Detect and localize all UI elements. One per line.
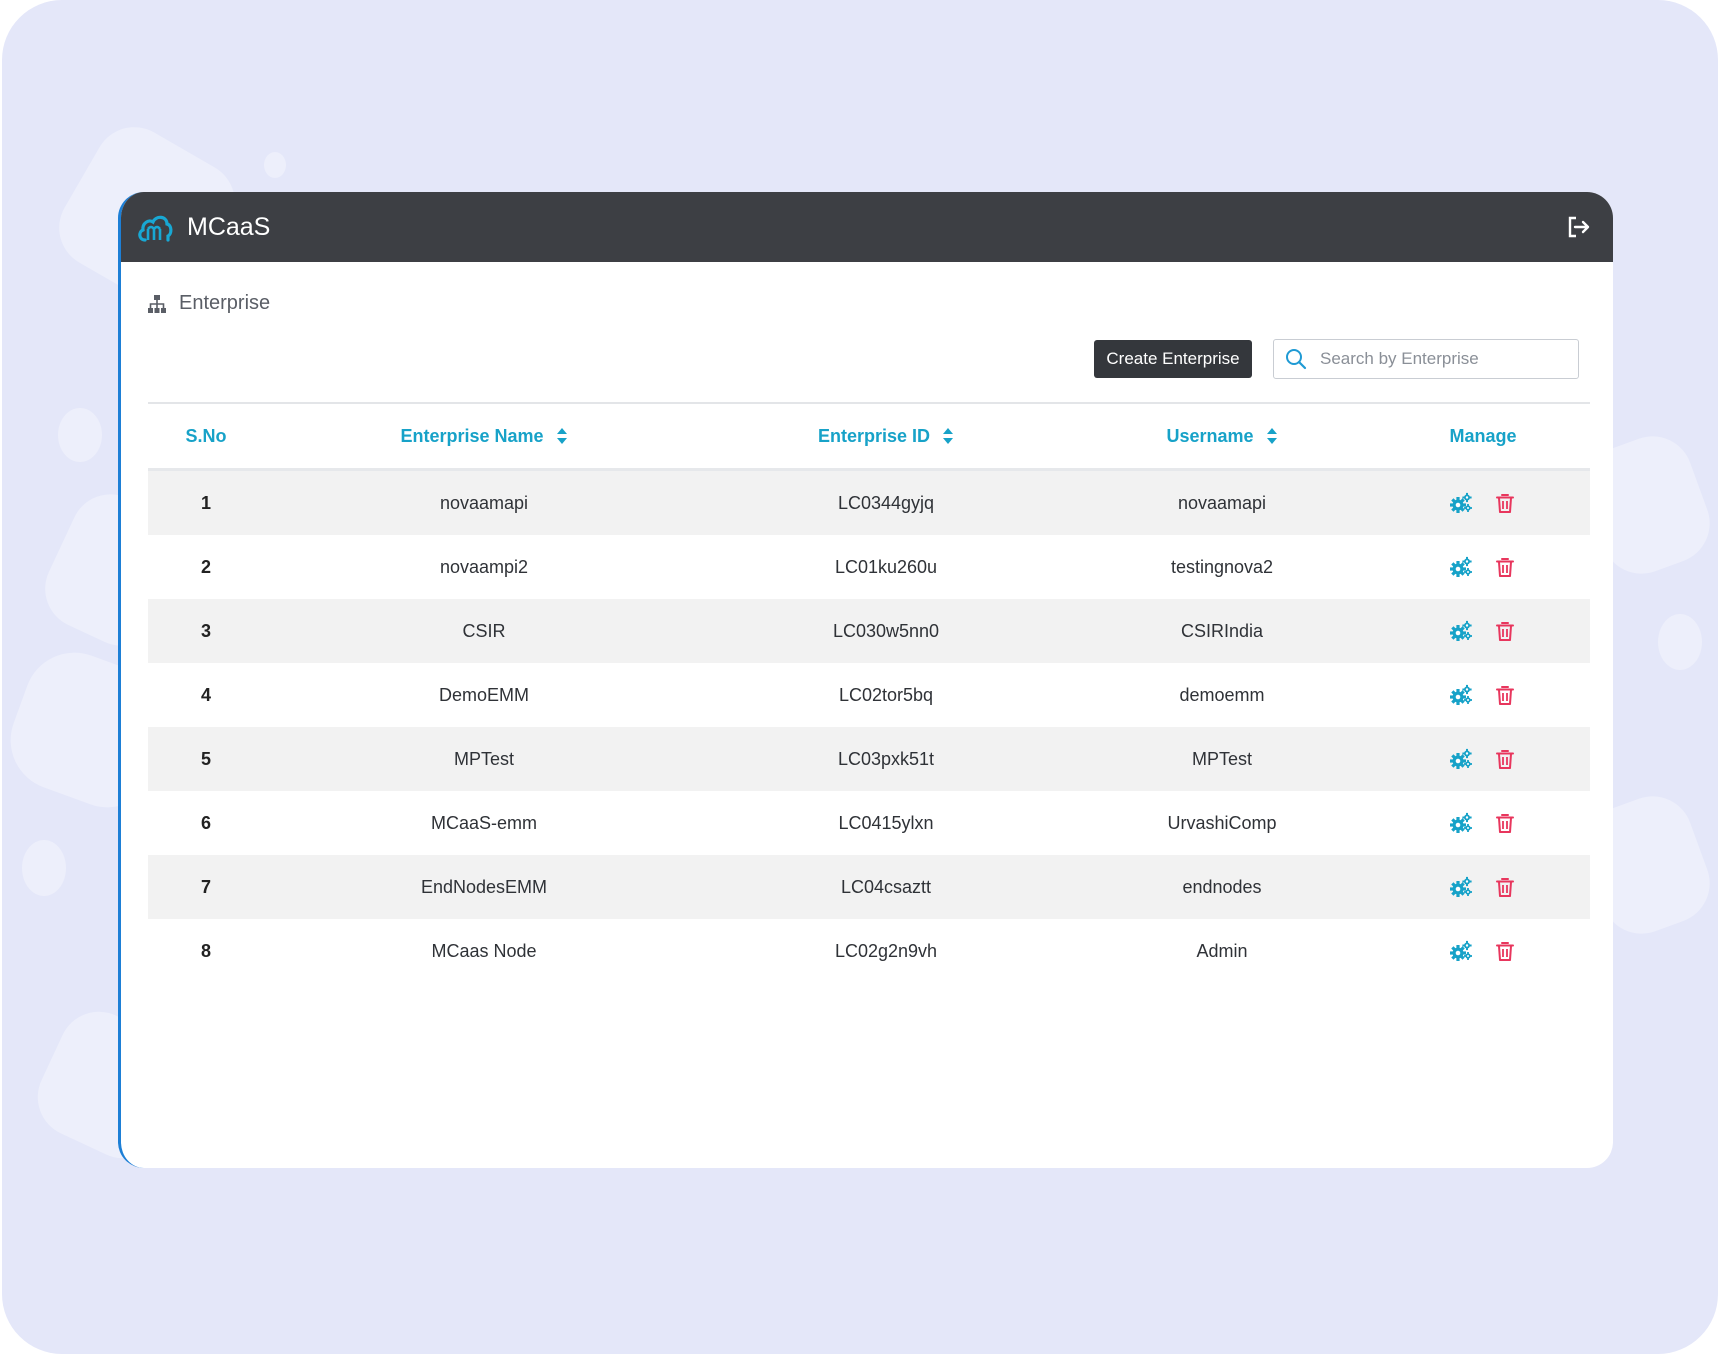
cell-manage [1376,876,1590,898]
column-header-username[interactable]: Username [1068,426,1376,447]
trash-icon[interactable] [1494,556,1516,578]
enterprise-panel: MCaaS Enterprise Create E [118,192,1613,1168]
cell-enterprise-id: LC01ku260u [834,556,938,577]
background-blob [58,408,102,462]
column-header-enterprise-id[interactable]: Enterprise ID [704,426,1068,447]
header-label: Enterprise ID [817,425,931,446]
table-row: 6 MCaaS-emm LC0415ylxn UrvashiComp [148,791,1590,855]
header-label: Manage [1449,425,1517,446]
table-row: 3 CSIR LC030w5nn0 CSIRIndia [148,599,1590,663]
sort-icon[interactable] [942,427,954,445]
trash-icon[interactable] [1494,748,1516,770]
table-row: 1 novaamapi LC0344gyjq novaamapi [148,471,1590,535]
table-row: 7 EndNodesEMM LC04csaztt endnodes [148,855,1590,919]
gears-icon[interactable] [1450,812,1472,834]
table-row: 4 DemoEMM LC02tor5bq demoemm [148,663,1590,727]
cell-enterprise-id: LC04csaztt [840,876,932,897]
cell-enterprise-id: LC03pxk51t [837,748,935,769]
cell-username: testingnova2 [1170,556,1274,577]
cell-enterprise-name: novaamapi [439,492,529,513]
cell-username: Admin [1196,940,1248,961]
cell-enterprise-name: MCaaS-emm [430,812,537,833]
column-header-sno: S.No [148,426,264,447]
column-header-enterprise-name[interactable]: Enterprise Name [264,426,704,447]
sitemap-icon [147,294,167,314]
background-blob [1658,614,1702,670]
gears-icon[interactable] [1450,876,1472,898]
cell-sno: 5 [200,748,211,769]
cell-enterprise-name: MPTest [453,748,514,769]
background-blob [264,152,286,178]
cell-enterprise-id: LC0344gyjq [837,492,935,513]
app-header: MCaaS [121,192,1613,262]
cell-sno: 3 [200,620,211,641]
cell-manage [1376,620,1590,642]
trash-icon[interactable] [1494,876,1516,898]
cell-manage [1376,812,1590,834]
cell-sno: 8 [200,940,211,961]
cell-enterprise-name: EndNodesEMM [420,876,548,897]
gears-icon[interactable] [1450,620,1472,642]
cell-enterprise-id: LC02tor5bq [838,684,934,705]
gears-icon[interactable] [1450,748,1472,770]
trash-icon[interactable] [1494,940,1516,962]
cell-username: MPTest [1191,748,1252,769]
search-icon [1284,347,1308,371]
cell-enterprise-name: DemoEMM [438,684,529,705]
cloud-logo-icon [137,212,173,242]
search-box[interactable] [1273,339,1579,379]
logout-icon[interactable] [1565,213,1593,241]
cell-manage [1376,556,1590,578]
gears-icon[interactable] [1450,940,1472,962]
cell-username: endnodes [1182,876,1262,897]
header-label: S.No [185,425,227,446]
cell-sno: 7 [200,876,211,897]
cell-sno: 1 [200,492,211,513]
cell-sno: 6 [200,812,211,833]
breadcrumb: Enterprise [147,292,270,315]
cell-manage [1376,940,1590,962]
gears-icon[interactable] [1450,556,1472,578]
trash-icon[interactable] [1494,684,1516,706]
sort-icon[interactable] [556,427,568,445]
table-row: 2 novaampi2 LC01ku260u testingnova2 [148,535,1590,599]
cell-sno: 4 [200,684,211,705]
create-enterprise-button[interactable]: Create Enterprise [1094,340,1252,378]
cell-enterprise-id: LC02g2n9vh [834,940,938,961]
cell-enterprise-name: MCaas Node [431,940,537,961]
cell-manage [1376,492,1590,514]
sort-icon[interactable] [1266,427,1278,445]
app-title: MCaaS [187,212,271,241]
cell-enterprise-name: CSIR [462,620,506,641]
cell-username: UrvashiComp [1167,812,1277,833]
background-blob [22,840,66,896]
table-row: 5 MPTest LC03pxk51t MPTest [148,727,1590,791]
enterprise-table: S.No Enterprise Name Enterprise ID Usern… [148,402,1590,983]
gears-icon[interactable] [1450,684,1472,706]
breadcrumb-label: Enterprise [179,292,271,314]
cell-manage [1376,684,1590,706]
cell-username: demoemm [1179,684,1265,705]
search-input[interactable] [1318,348,1562,370]
trash-icon[interactable] [1494,620,1516,642]
trash-icon[interactable] [1494,812,1516,834]
header-label: Username [1166,425,1254,446]
cell-sno: 2 [200,556,211,577]
cell-username: CSIRIndia [1180,620,1264,641]
table-body: 1 novaamapi LC0344gyjq novaamapi [148,471,1590,983]
table-header: S.No Enterprise Name Enterprise ID Usern… [148,404,1590,471]
cell-enterprise-id: LC030w5nn0 [832,620,940,641]
cell-username: novaamapi [1177,492,1267,513]
trash-icon[interactable] [1494,492,1516,514]
column-header-manage: Manage [1376,426,1590,447]
cell-manage [1376,748,1590,770]
cell-enterprise-id: LC0415ylxn [838,812,934,833]
gears-icon[interactable] [1450,492,1472,514]
table-row: 8 MCaas Node LC02g2n9vh Admin [148,919,1590,983]
cell-enterprise-name: novaampi2 [439,556,529,577]
header-label: Enterprise Name [400,425,544,446]
